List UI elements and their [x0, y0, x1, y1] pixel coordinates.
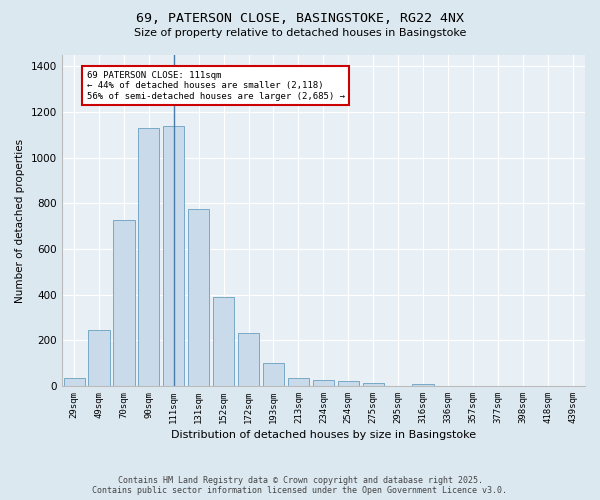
Bar [412, 384, 434, 386]
Bar [362, 382, 384, 386]
Text: 69 PATERSON CLOSE: 111sqm
← 44% of detached houses are smaller (2,118)
56% of se: 69 PATERSON CLOSE: 111sqm ← 44% of detac… [86, 71, 344, 101]
Bar [88, 330, 110, 386]
Y-axis label: Number of detached properties: Number of detached properties [15, 138, 25, 302]
Text: Contains HM Land Registry data © Crown copyright and database right 2025.
Contai: Contains HM Land Registry data © Crown c… [92, 476, 508, 495]
Bar [163, 126, 184, 386]
Bar [288, 378, 309, 386]
Bar [138, 128, 160, 386]
Bar [113, 220, 134, 386]
Bar [338, 382, 359, 386]
Bar [213, 297, 234, 386]
Text: Size of property relative to detached houses in Basingstoke: Size of property relative to detached ho… [134, 28, 466, 38]
Bar [64, 378, 85, 386]
Bar [313, 380, 334, 386]
X-axis label: Distribution of detached houses by size in Basingstoke: Distribution of detached houses by size … [171, 430, 476, 440]
Bar [263, 363, 284, 386]
Bar [238, 334, 259, 386]
Bar [188, 209, 209, 386]
Text: 69, PATERSON CLOSE, BASINGSTOKE, RG22 4NX: 69, PATERSON CLOSE, BASINGSTOKE, RG22 4N… [136, 12, 464, 26]
